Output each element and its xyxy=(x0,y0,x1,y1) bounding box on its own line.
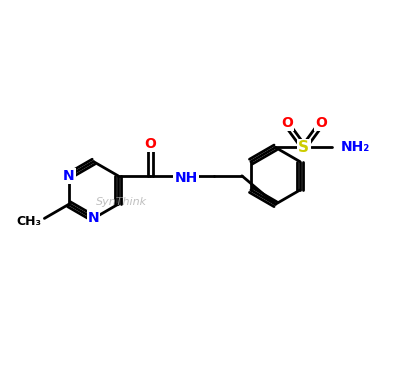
Text: NH: NH xyxy=(174,171,198,185)
Text: O: O xyxy=(315,116,327,130)
Text: NH₂: NH₂ xyxy=(341,141,370,154)
Text: O: O xyxy=(281,116,293,130)
Text: O: O xyxy=(144,137,156,151)
Text: S: S xyxy=(298,140,309,155)
Text: SynThink: SynThink xyxy=(96,197,147,207)
Text: N: N xyxy=(63,169,75,183)
Text: N: N xyxy=(88,212,99,225)
Text: CH₃: CH₃ xyxy=(16,215,41,228)
